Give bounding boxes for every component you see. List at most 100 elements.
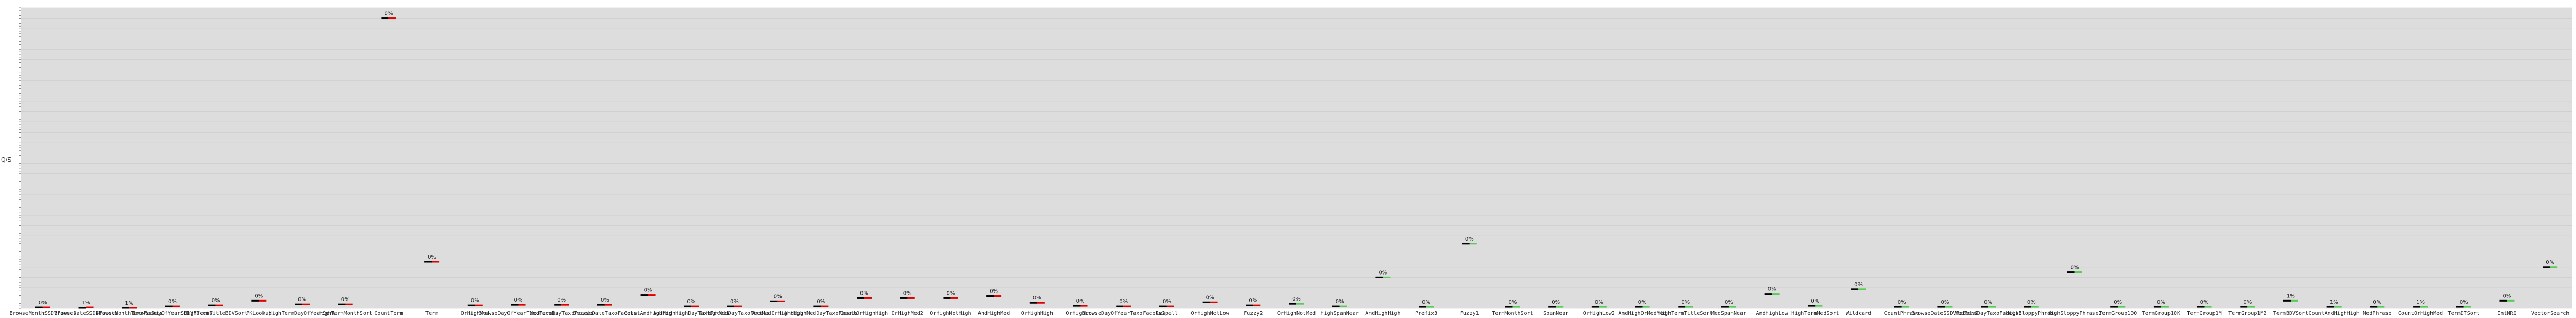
category-group: 0% CountAndHighMed	[624, 288, 672, 316]
category-group: 0% BrowseDayOfYearTaxoFacets2	[1082, 299, 1165, 316]
pct-label: 0%	[428, 254, 436, 260]
pct-label: 0%	[212, 298, 220, 304]
category-label: AndHighOrMedMed	[1618, 311, 1666, 316]
category-label: HighSloppyPhrase	[2006, 311, 2057, 316]
category-label: OrHighNotMed	[1277, 311, 1316, 316]
pct-label: 0%	[514, 297, 523, 303]
pct-label: 0%	[1119, 299, 1128, 305]
category-label: TermDTSort	[2448, 311, 2480, 316]
category-group: 1% CountAndHighHigh	[2309, 299, 2360, 316]
pct-label: 0%	[1725, 299, 1733, 305]
category-group: 0% Respell	[1156, 299, 1178, 316]
category-label: TermGroup100	[2099, 311, 2137, 316]
category-group: 0% TermGroup100	[2099, 299, 2137, 316]
category-label: CountOrHighHigh	[840, 311, 888, 316]
category-label: OrHighLow	[1066, 311, 1095, 316]
category-group: 0% HighTermTitleBDVSort	[184, 298, 247, 316]
category-group: 0% MedSpanNear	[1711, 299, 1746, 316]
category-group: 0% Fuzzy1	[1460, 236, 1479, 316]
chart-marks: 0% BrowseMonthSSDVFacets 1% BrowseDateSSDVF…	[10, 11, 2570, 316]
pct-label: 0%	[168, 299, 177, 305]
category-group: 0% OrHighNotMed	[1277, 296, 1316, 316]
category-label: TermGroup1M	[2187, 311, 2221, 316]
category-label: HighSloppyPhrase2	[2047, 311, 2101, 316]
pct-label: 0%	[557, 297, 566, 303]
category-label: HighTermMonthSort	[319, 311, 373, 316]
pct-label: 0%	[1898, 299, 1906, 305]
category-group: 0% BrowseDateTaxoFacets	[573, 297, 637, 316]
category-label: Fuzzy1	[1460, 311, 1479, 316]
pct-label: 0%	[1249, 298, 1257, 304]
category-group: 0% OrHighNotHigh	[930, 290, 971, 316]
category-label: HighSpanNear	[1321, 311, 1359, 316]
pct-label: 0%	[2243, 299, 2252, 305]
category-label: Prefix3	[1415, 311, 1437, 316]
category-label: CountTerm	[374, 311, 403, 316]
category-label: OrHighMed2	[892, 311, 923, 316]
category-label: BrowseMonthSSDVFacets	[10, 311, 76, 316]
pct-label: 0%	[384, 11, 393, 17]
category-label: HighTermTitleBDVSort	[184, 311, 247, 316]
pct-label: 0%	[601, 297, 609, 303]
category-label: HighTermDayOfYearSort	[269, 311, 335, 316]
category-group: 1% BrowseDateSSDVFacets	[54, 300, 117, 316]
pct-label: 0%	[1595, 299, 1603, 305]
category-group: 0% TermGroup1M2	[2228, 299, 2266, 316]
grid	[21, 7, 2572, 309]
pct-label: 0%	[817, 299, 825, 305]
pct-label: 0%	[730, 299, 739, 305]
category-label: AndHighHigh	[1365, 311, 1400, 316]
pct-label: 1%	[125, 301, 133, 306]
pct-label: 0%	[1984, 299, 1992, 305]
pct-label: 0%	[1638, 299, 1647, 305]
category-group: 0% OrHighMedDayTaxoFacets	[700, 299, 769, 316]
category-group: 0% BrowseMonthSSDVFacets	[10, 300, 76, 316]
category-group: 0% TermGroup10K	[2142, 299, 2180, 316]
category-label: TermBDVSort	[2273, 311, 2308, 316]
category-label: AndHighMedDayTaxoFacets	[784, 311, 857, 316]
category-group: 0% OrHighNotLow	[1191, 295, 1229, 316]
category-group: 0% AndMedOrHighHigh	[752, 294, 803, 316]
pct-label: 0%	[1336, 299, 1344, 305]
category-group: 1% TermBDVSort	[2273, 293, 2308, 316]
category-label: SpanNear	[1543, 311, 1568, 316]
pct-label: 1%	[2416, 299, 2425, 305]
category-label: CountOrHighMed	[2398, 311, 2443, 316]
category-group: 0% HighTermMonthSort	[319, 297, 373, 316]
category-label: BrowseDayOfYearTaxoFacets	[478, 311, 558, 316]
pct-label: 0%	[2157, 299, 2165, 305]
category-label: AndHighLow	[1756, 311, 1789, 316]
pct-label: 0%	[2200, 299, 2209, 305]
category-group: 0% AndHighLow	[1756, 287, 1789, 316]
pct-label: 1%	[2330, 299, 2338, 305]
pct-label: 0%	[1854, 282, 1863, 288]
category-label: IntNRQ	[2497, 311, 2516, 316]
category-group: 1% CountOrHighMed	[2398, 299, 2443, 316]
pct-label: 0%	[39, 300, 47, 306]
category-label: BrowseDayOfYearTaxoFacets2	[1082, 311, 1165, 316]
category-group: 0% TermMonthSort	[1492, 299, 1533, 316]
pct-label: 0%	[1422, 299, 1430, 305]
pct-label: 0%	[860, 290, 868, 296]
category-group: 0% Term	[424, 254, 440, 316]
pct-label: 0%	[2460, 299, 2468, 305]
category-group: 0% HighTermMedSort	[1791, 298, 1839, 316]
category-label: CountAndHighMed	[624, 311, 672, 316]
category-group: 0% TermDTSort	[2448, 299, 2480, 316]
category-label: OrHighHigh	[1021, 311, 1053, 316]
category-group: 0% HighSloppyPhrase	[2006, 299, 2057, 316]
category-label: OrHighNotHigh	[930, 311, 971, 316]
pct-label: 0%	[1206, 295, 1214, 301]
category-group: 0% HighSpanNear	[1321, 299, 1359, 316]
category-label: Respell	[1156, 311, 1178, 316]
category-group: 0% AndHighMedDayTaxoFacets	[784, 299, 857, 316]
category-group: 0% MedTermDayTaxoFacets	[530, 297, 593, 316]
category-label: MedSpanNear	[1711, 311, 1746, 316]
category-label: CountPhrase	[1884, 311, 1919, 316]
pct-label: 0%	[255, 293, 263, 299]
category-group: 0% MedTermDayTaxoFacets2	[1955, 299, 2021, 316]
category-group: 0% HighTermDayOfYearSort	[269, 297, 335, 316]
category-group: 0% BrowseDayOfYearSSDVFacets	[133, 299, 213, 316]
pct-label: 0%	[2546, 260, 2554, 266]
